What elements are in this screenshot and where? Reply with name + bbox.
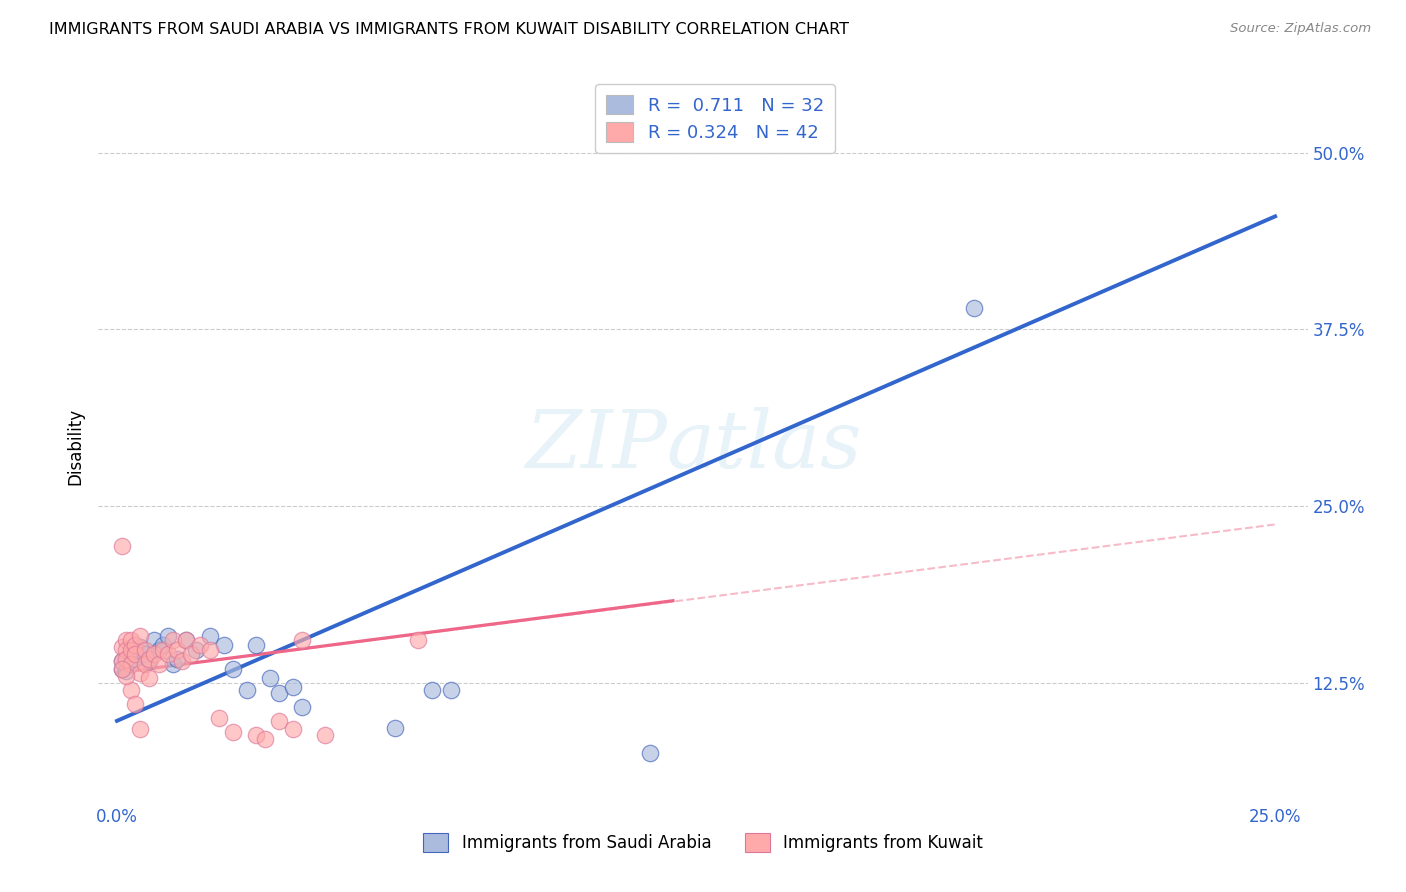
- Point: [269, 714, 291, 728]
- Y-axis label: Disability: Disability: [66, 408, 84, 484]
- Point: [110, 539, 132, 553]
- Point: [148, 643, 170, 657]
- Point: [170, 655, 193, 669]
- Point: [124, 638, 146, 652]
- Point: [166, 651, 188, 665]
- Point: [291, 633, 314, 648]
- Point: [406, 633, 429, 648]
- Point: [314, 728, 336, 742]
- Legend: Immigrants from Saudi Arabia, Immigrants from Kuwait: Immigrants from Saudi Arabia, Immigrants…: [416, 827, 990, 859]
- Point: [212, 638, 235, 652]
- Point: [180, 648, 202, 662]
- Point: [156, 629, 179, 643]
- Point: [176, 633, 198, 648]
- Point: [198, 643, 221, 657]
- Point: [439, 682, 461, 697]
- Point: [129, 640, 152, 655]
- Point: [129, 629, 152, 643]
- Point: [269, 685, 291, 699]
- Point: [208, 711, 231, 725]
- Point: [198, 629, 221, 643]
- Text: IMMIGRANTS FROM SAUDI ARABIA VS IMMIGRANTS FROM KUWAIT DISABILITY CORRELATION CH: IMMIGRANTS FROM SAUDI ARABIA VS IMMIGRAN…: [49, 22, 849, 37]
- Text: Source: ZipAtlas.com: Source: ZipAtlas.com: [1230, 22, 1371, 36]
- Point: [115, 651, 138, 665]
- Point: [138, 672, 160, 686]
- Point: [110, 640, 132, 655]
- Point: [124, 651, 146, 665]
- Point: [120, 648, 142, 662]
- Point: [129, 723, 152, 737]
- Point: [115, 643, 138, 657]
- Point: [110, 662, 132, 676]
- Point: [124, 697, 146, 711]
- Point: [259, 672, 281, 686]
- Point: [120, 657, 142, 672]
- Point: [124, 643, 146, 657]
- Point: [129, 665, 152, 680]
- Point: [134, 648, 156, 662]
- Point: [120, 657, 142, 672]
- Point: [245, 638, 267, 652]
- Point: [188, 638, 211, 652]
- Point: [254, 732, 277, 747]
- Point: [134, 643, 156, 657]
- Point: [115, 668, 138, 682]
- Point: [156, 648, 179, 662]
- Point: [120, 633, 142, 648]
- Point: [115, 665, 138, 679]
- Point: [291, 699, 314, 714]
- Point: [281, 680, 304, 694]
- Point: [120, 682, 142, 697]
- Point: [235, 682, 257, 697]
- Text: atlas: atlas: [666, 408, 862, 484]
- Point: [222, 662, 245, 676]
- Point: [148, 657, 170, 672]
- Point: [152, 638, 174, 652]
- Point: [143, 633, 166, 648]
- Point: [245, 728, 267, 742]
- Text: ZIP: ZIP: [524, 408, 666, 484]
- Point: [138, 655, 160, 669]
- Point: [115, 633, 138, 648]
- Point: [176, 633, 198, 648]
- Point: [152, 643, 174, 657]
- Point: [110, 655, 132, 669]
- Point: [143, 648, 166, 662]
- Point: [134, 657, 156, 672]
- Point: [138, 651, 160, 665]
- Point: [184, 643, 207, 657]
- Point: [110, 655, 132, 669]
- Point: [120, 643, 142, 657]
- Point: [638, 747, 661, 761]
- Point: [384, 721, 406, 735]
- Point: [124, 648, 146, 662]
- Point: [162, 657, 184, 672]
- Point: [281, 723, 304, 737]
- Point: [162, 633, 184, 648]
- Point: [963, 301, 986, 316]
- Point: [420, 682, 443, 697]
- Point: [222, 725, 245, 739]
- Point: [110, 662, 132, 676]
- Point: [166, 643, 188, 657]
